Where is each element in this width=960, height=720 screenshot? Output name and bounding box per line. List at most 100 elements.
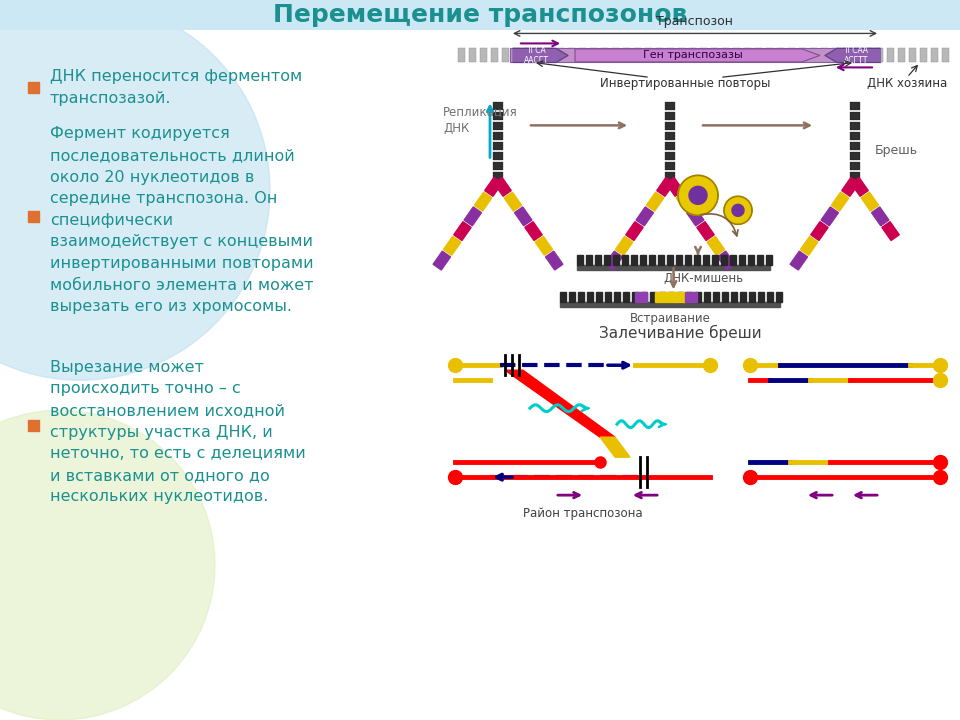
Bar — [733, 48, 740, 63]
Bar — [676, 256, 682, 265]
Bar — [665, 172, 675, 180]
Bar — [493, 122, 503, 130]
Bar — [601, 48, 608, 63]
Bar — [850, 143, 860, 150]
Polygon shape — [717, 251, 735, 270]
Polygon shape — [657, 177, 674, 197]
Bar — [776, 292, 782, 302]
Bar — [493, 153, 503, 161]
Bar — [658, 256, 664, 265]
Polygon shape — [724, 197, 752, 225]
Bar — [749, 292, 755, 302]
Polygon shape — [535, 236, 553, 256]
Text: Фермент кодируется
последовательность длиной
около 20 нуклеотидов в
середине тра: Фермент кодируется последовательность дл… — [50, 127, 314, 314]
Bar — [634, 48, 641, 63]
Bar — [711, 48, 718, 63]
Bar — [560, 292, 566, 302]
Polygon shape — [666, 177, 684, 197]
Bar — [631, 256, 637, 265]
Polygon shape — [636, 207, 654, 226]
Bar — [887, 48, 894, 63]
Bar — [493, 102, 503, 110]
Bar — [605, 292, 611, 302]
Text: Репликация
ДНК: Репликация ДНК — [443, 105, 517, 135]
Bar — [850, 172, 860, 180]
Bar — [667, 256, 673, 265]
Bar — [613, 256, 619, 265]
Bar — [731, 292, 737, 302]
Bar — [612, 48, 619, 63]
Bar — [850, 122, 860, 130]
Bar — [28, 211, 39, 222]
Bar — [832, 48, 839, 63]
Bar — [641, 292, 647, 302]
Bar — [767, 292, 773, 302]
Bar — [689, 48, 696, 63]
Bar — [656, 48, 663, 63]
Bar — [665, 153, 675, 161]
Text: Встраивание: Встраивание — [630, 312, 710, 325]
Bar — [493, 112, 503, 120]
Bar — [931, 48, 938, 63]
Polygon shape — [676, 192, 693, 211]
Bar — [748, 256, 754, 265]
Polygon shape — [732, 204, 744, 216]
Bar — [712, 256, 718, 265]
Text: Брешь: Брешь — [875, 144, 918, 157]
Bar — [788, 48, 795, 63]
Bar — [730, 256, 736, 265]
Polygon shape — [615, 236, 633, 256]
Bar — [491, 48, 498, 63]
Polygon shape — [825, 48, 880, 63]
Bar — [655, 292, 685, 302]
Text: Инвертированные повторы: Инвертированные повторы — [600, 78, 770, 91]
Bar — [799, 48, 806, 63]
Bar — [586, 256, 592, 265]
Bar — [568, 48, 575, 63]
Bar — [722, 292, 728, 302]
Polygon shape — [861, 192, 878, 211]
Bar — [865, 48, 872, 63]
Bar — [678, 48, 685, 63]
Polygon shape — [433, 251, 450, 270]
Bar — [755, 48, 762, 63]
Bar — [510, 48, 880, 63]
Text: ТГСАА
АСГТТ: ТГСАА АСГТТ — [844, 45, 869, 65]
Bar — [854, 48, 861, 63]
Bar — [740, 292, 746, 302]
Polygon shape — [686, 207, 704, 226]
Bar — [560, 302, 780, 307]
Bar — [623, 48, 630, 63]
Bar — [665, 112, 675, 120]
Bar — [493, 132, 503, 140]
Bar — [659, 292, 665, 302]
Bar — [28, 420, 39, 431]
Bar — [850, 112, 860, 120]
Bar — [677, 292, 683, 302]
Polygon shape — [525, 222, 542, 240]
Bar — [546, 48, 553, 63]
Bar — [577, 256, 583, 265]
Bar — [502, 48, 509, 63]
Bar — [524, 48, 531, 63]
Polygon shape — [811, 222, 828, 240]
Bar — [650, 292, 656, 302]
Bar — [850, 162, 860, 171]
Bar — [876, 48, 883, 63]
Bar — [721, 256, 727, 265]
Bar — [843, 48, 850, 63]
Bar — [700, 48, 707, 63]
Polygon shape — [801, 236, 818, 256]
Bar — [590, 48, 597, 63]
Bar — [595, 256, 601, 265]
Bar — [766, 48, 773, 63]
Bar — [665, 132, 675, 140]
Bar — [614, 292, 620, 302]
Text: Перемещение транспозонов: Перемещение транспозонов — [273, 4, 687, 27]
Bar — [579, 48, 586, 63]
Bar — [623, 292, 629, 302]
Polygon shape — [689, 186, 707, 204]
Bar — [493, 143, 503, 150]
Polygon shape — [872, 207, 889, 226]
Bar — [665, 102, 675, 110]
